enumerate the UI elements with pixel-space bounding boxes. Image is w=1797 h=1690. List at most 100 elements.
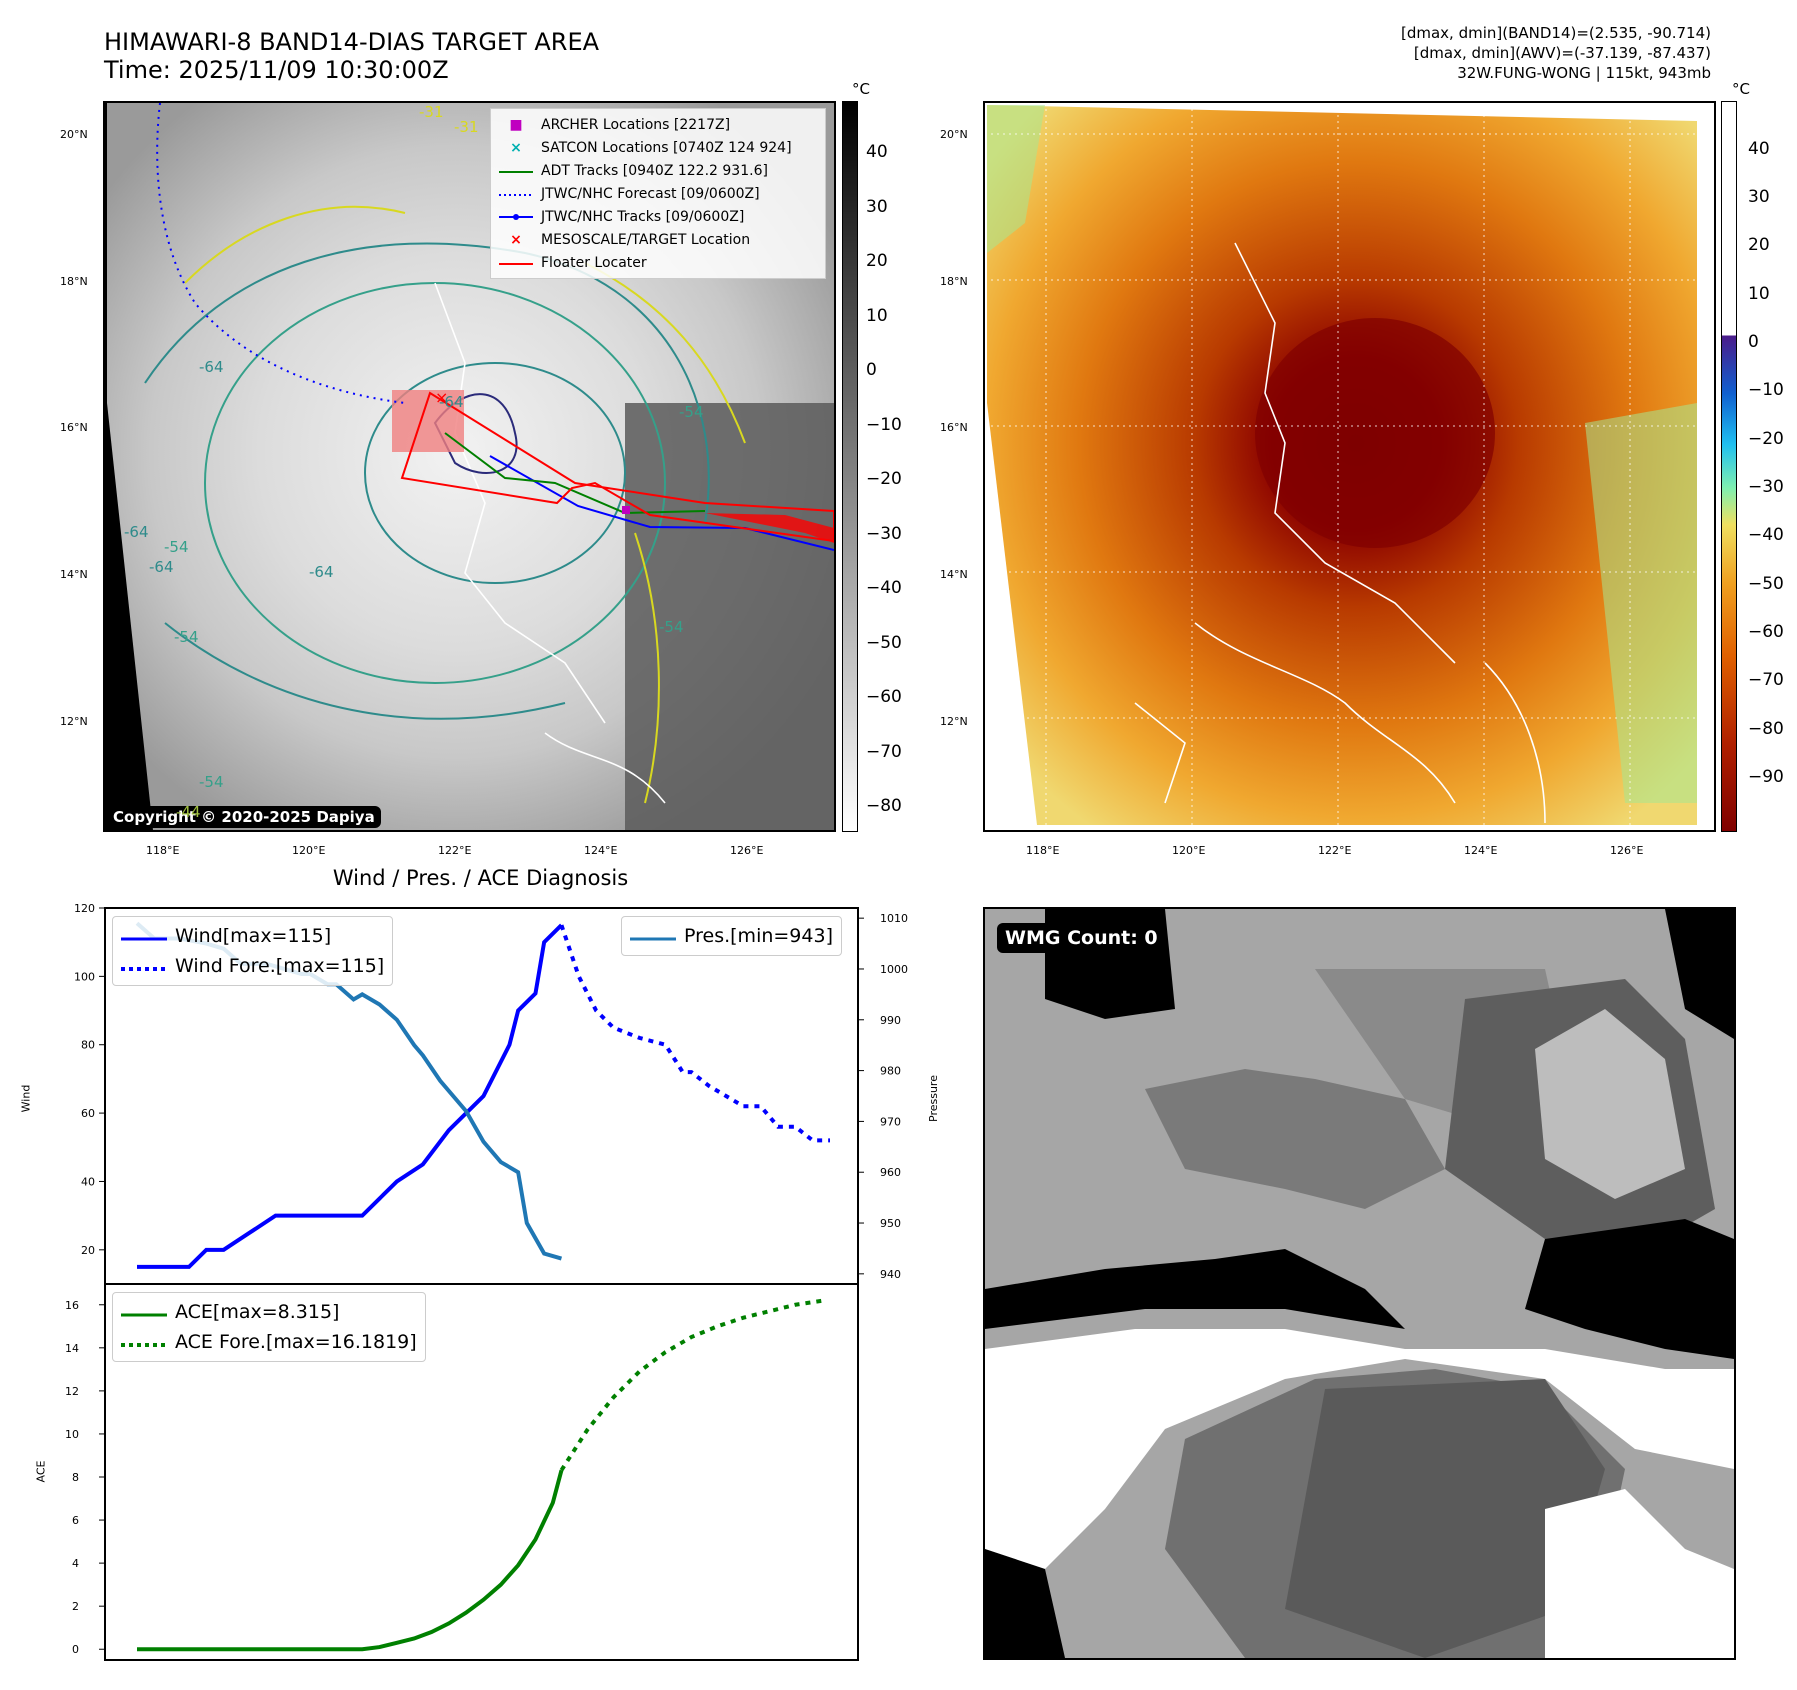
colorbar-tick-label: −40 <box>866 578 902 599</box>
ace-ytick-label: 14 <box>65 1342 79 1355</box>
colorbar-tick-label: −80 <box>1748 718 1784 739</box>
colorbar-tick-label: 40 <box>1748 138 1770 159</box>
info-line-3: 32W.FUNG-WONG | 115kt, 943mb <box>1457 64 1711 82</box>
band14-color-colorbar-unit: °C <box>1732 80 1750 98</box>
wind-axis-label: Wind <box>19 1084 33 1113</box>
legend-item-adt: ADT Tracks [0940Z 122.2 931.6] <box>499 159 817 182</box>
colorbar-tick-label: 0 <box>1748 331 1759 352</box>
lon-tick: 124°E <box>1464 844 1498 857</box>
wind-ytick-label: 120 <box>74 902 95 915</box>
colorbar-tick-label: 40 <box>866 142 888 163</box>
ace-legend: ACE[max=8.315] ACE Fore.[max=16.1819] <box>112 1292 426 1362</box>
dotted-line-icon <box>121 955 167 977</box>
ace-series-line-0 <box>137 1469 564 1652</box>
wind-ytick-label: 20 <box>81 1244 95 1257</box>
colorbar-tick-label: −50 <box>1748 573 1784 594</box>
ace-ytick-label: 8 <box>72 1471 79 1484</box>
lat-tick: 12°N <box>940 715 968 728</box>
x-marker-icon: × <box>510 231 522 248</box>
line-marker-icon <box>121 925 167 947</box>
lon-tick: 124°E <box>584 844 618 857</box>
colorbar-tick-label: −20 <box>1748 428 1784 449</box>
colorbar-tick-label: −30 <box>1748 477 1784 498</box>
colorbar-tick-label: 10 <box>866 305 888 326</box>
ace-ytick-label: 10 <box>65 1428 79 1441</box>
lon-tick: 126°E <box>1610 844 1644 857</box>
ace-series-line-1 <box>559 1298 822 1472</box>
lon-tick: 122°E <box>1318 844 1352 857</box>
title-line-2: Time: 2025/11/09 10:30:00Z <box>104 56 449 84</box>
legend-item-wind-fore: Wind Fore.[max=115] <box>121 951 384 981</box>
colorbar-tick-label: −20 <box>866 469 902 490</box>
wind-ytick-label: 80 <box>81 1039 95 1052</box>
colorbar-tick-label: −60 <box>866 687 902 708</box>
square-marker-icon: ■ <box>509 116 523 133</box>
band14-map-panel: × ■ ARCHER Locations [2217Z] × SATCON Loca… <box>103 101 836 832</box>
legend-item-jtwc-forecast: JTWC/NHC Forecast [09/0600Z] <box>499 182 817 205</box>
legend-item-pressure: Pres.[min=943] <box>630 921 833 951</box>
lat-tick: 18°N <box>60 275 88 288</box>
ace-ytick-label: 12 <box>65 1385 79 1398</box>
dotted-line-icon <box>121 1331 167 1353</box>
wind-ytick-label: 40 <box>81 1175 95 1188</box>
pressure-axis-label: Pressure <box>926 1075 940 1122</box>
band14-color-colorbar <box>1721 101 1737 832</box>
series-line-1 <box>559 924 830 1143</box>
legend-item-jtwc-tracks: JTWC/NHC Tracks [09/0600Z] <box>499 205 817 228</box>
colorbar-tick-label: −60 <box>1748 622 1784 643</box>
colorbar-tick-label: −10 <box>1748 380 1784 401</box>
wmg-count-badge: WMG Count: 0 <box>997 923 1166 953</box>
diagnosis-title: Wind / Pres. / ACE Diagnosis <box>332 866 629 890</box>
x-marker-icon: × <box>510 139 522 156</box>
legend-item-ace-fore: ACE Fore.[max=16.1819] <box>121 1327 417 1357</box>
ace-axis-label: ACE <box>34 1460 48 1483</box>
lat-tick: 12°N <box>60 715 88 728</box>
wind-legend: Wind[max=115] Wind Fore.[max=115] <box>112 916 394 986</box>
dotted-line-icon <box>499 186 533 202</box>
band14-color-map-panel <box>983 101 1716 832</box>
colorbar-tick-label: −30 <box>866 523 902 544</box>
legend-item-floater: Floater Locater <box>499 251 817 274</box>
pressure-ytick-label: 1000 <box>880 963 908 976</box>
lon-tick: 118°E <box>1026 844 1060 857</box>
pressure-ytick-label: 950 <box>880 1217 901 1230</box>
info-line-1: [dmax, dmin](BAND14)=(2.535, -90.714) <box>1400 24 1711 42</box>
colorbar-tick-label: −10 <box>866 414 902 435</box>
ace-ytick-label: 4 <box>72 1557 79 1570</box>
pressure-ytick-label: 940 <box>880 1268 901 1281</box>
colorbar-tick-label: −80 <box>866 796 902 817</box>
copyright-label: Copyright © 2020-2025 Dapiya <box>107 806 381 828</box>
colorbar-tick-label: 10 <box>1748 283 1770 304</box>
legend-item-wind: Wind[max=115] <box>121 921 384 951</box>
pressure-legend: Pres.[min=943] <box>621 916 842 956</box>
legend-item-ace: ACE[max=8.315] <box>121 1297 417 1327</box>
line-marker-icon <box>499 163 533 179</box>
line-marker-icon <box>499 255 533 271</box>
lon-tick: 126°E <box>730 844 764 857</box>
lat-tick: 20°N <box>940 128 968 141</box>
colorbar-tick-label: −70 <box>866 741 902 762</box>
wind-ytick-label: 60 <box>81 1107 95 1120</box>
title-line-1: HIMAWARI-8 BAND14-DIAS TARGET AREA <box>104 28 600 56</box>
colorbar-tick-label: −40 <box>1748 525 1784 546</box>
line-dot-icon <box>499 209 533 225</box>
ace-ytick-label: 2 <box>72 1600 79 1613</box>
band14-colorbar-unit: °C <box>852 80 870 98</box>
colorbar-tick-label: 20 <box>1748 235 1770 256</box>
band14-color-map-image <box>985 103 1714 830</box>
legend-item-mesoscale: × MESOSCALE/TARGET Location <box>499 228 817 251</box>
colorbar-tick-label: 30 <box>866 196 888 217</box>
colorbar-tick-label: −70 <box>1748 670 1784 691</box>
ace-ytick-label: 0 <box>72 1643 79 1656</box>
band14-map-legend: ■ ARCHER Locations [2217Z] × SATCON Locati… <box>490 108 826 279</box>
lat-tick: 20°N <box>60 128 88 141</box>
colorbar-tick-label: 20 <box>866 251 888 272</box>
pressure-ytick-label: 1010 <box>880 912 908 925</box>
legend-item-satcon: × SATCON Locations [0740Z 124 924] <box>499 136 817 159</box>
band14-map-image: × <box>107 103 834 830</box>
ace-chart-frame <box>104 1283 859 1661</box>
lat-tick: 16°N <box>60 421 88 434</box>
pressure-ytick-label: 980 <box>880 1065 901 1078</box>
line-marker-icon <box>121 1301 167 1323</box>
info-line-2: [dmax, dmin](AWV)=(-37.139, -87.437) <box>1413 44 1711 62</box>
